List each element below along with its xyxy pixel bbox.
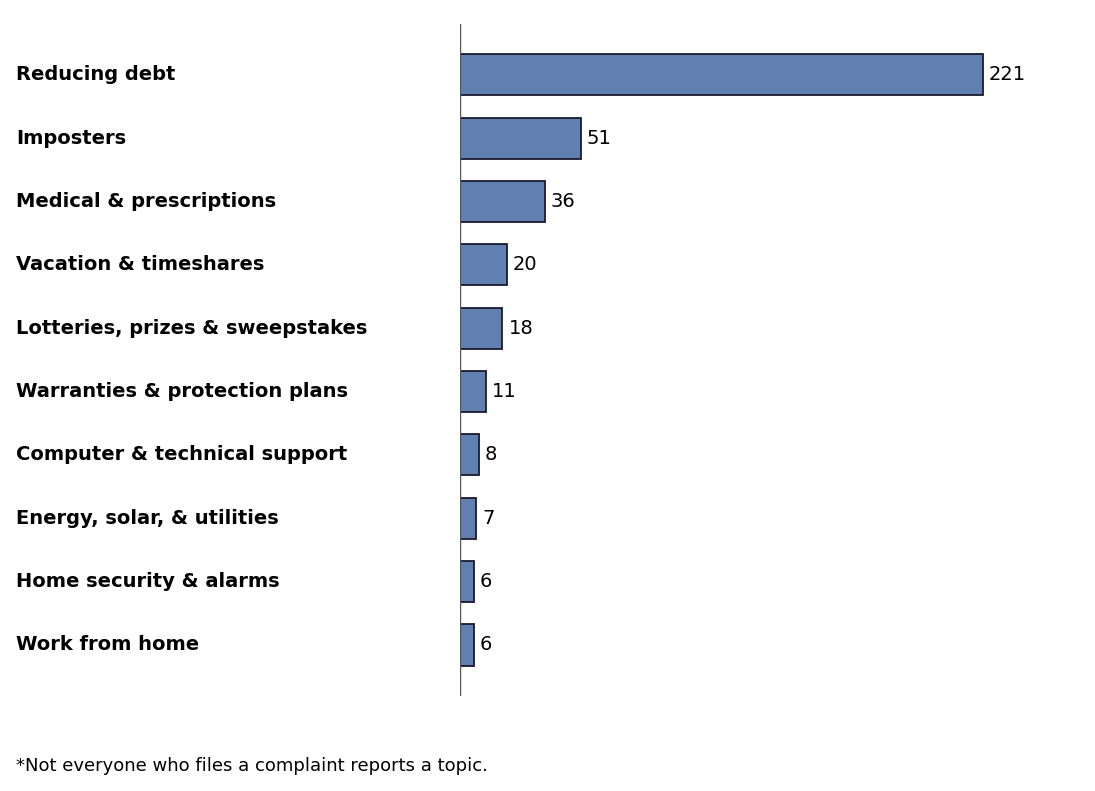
Text: Lotteries, prizes & sweepstakes: Lotteries, prizes & sweepstakes xyxy=(16,319,368,338)
Bar xyxy=(460,561,474,602)
Text: 36: 36 xyxy=(551,192,576,211)
Text: 18: 18 xyxy=(508,319,533,338)
Text: Medical & prescriptions: Medical & prescriptions xyxy=(16,192,277,211)
Bar xyxy=(460,308,503,349)
Text: 20: 20 xyxy=(514,255,538,274)
Text: 11: 11 xyxy=(492,382,517,401)
Text: Warranties & protection plans: Warranties & protection plans xyxy=(16,382,348,401)
Bar xyxy=(460,118,580,159)
Text: Home security & alarms: Home security & alarms xyxy=(16,572,280,591)
Text: Energy, solar, & utilities: Energy, solar, & utilities xyxy=(16,509,279,528)
Text: 6: 6 xyxy=(480,572,493,591)
Bar xyxy=(460,55,982,96)
Text: Reducing debt: Reducing debt xyxy=(16,66,176,85)
Text: 8: 8 xyxy=(485,445,497,464)
Bar xyxy=(460,434,479,475)
Text: 6: 6 xyxy=(480,635,493,654)
Text: 51: 51 xyxy=(587,129,611,148)
Text: Work from home: Work from home xyxy=(16,635,199,654)
Text: *Not everyone who files a complaint reports a topic.: *Not everyone who files a complaint repo… xyxy=(16,757,488,775)
Text: Imposters: Imposters xyxy=(16,129,127,148)
Bar xyxy=(460,244,507,286)
Bar xyxy=(460,371,486,412)
Text: Vacation & timeshares: Vacation & timeshares xyxy=(16,255,265,274)
Text: 7: 7 xyxy=(483,509,495,528)
Bar xyxy=(460,498,476,539)
Bar xyxy=(460,624,474,665)
Bar xyxy=(460,181,545,222)
Text: 221: 221 xyxy=(989,66,1026,85)
Text: Computer & technical support: Computer & technical support xyxy=(16,445,348,464)
